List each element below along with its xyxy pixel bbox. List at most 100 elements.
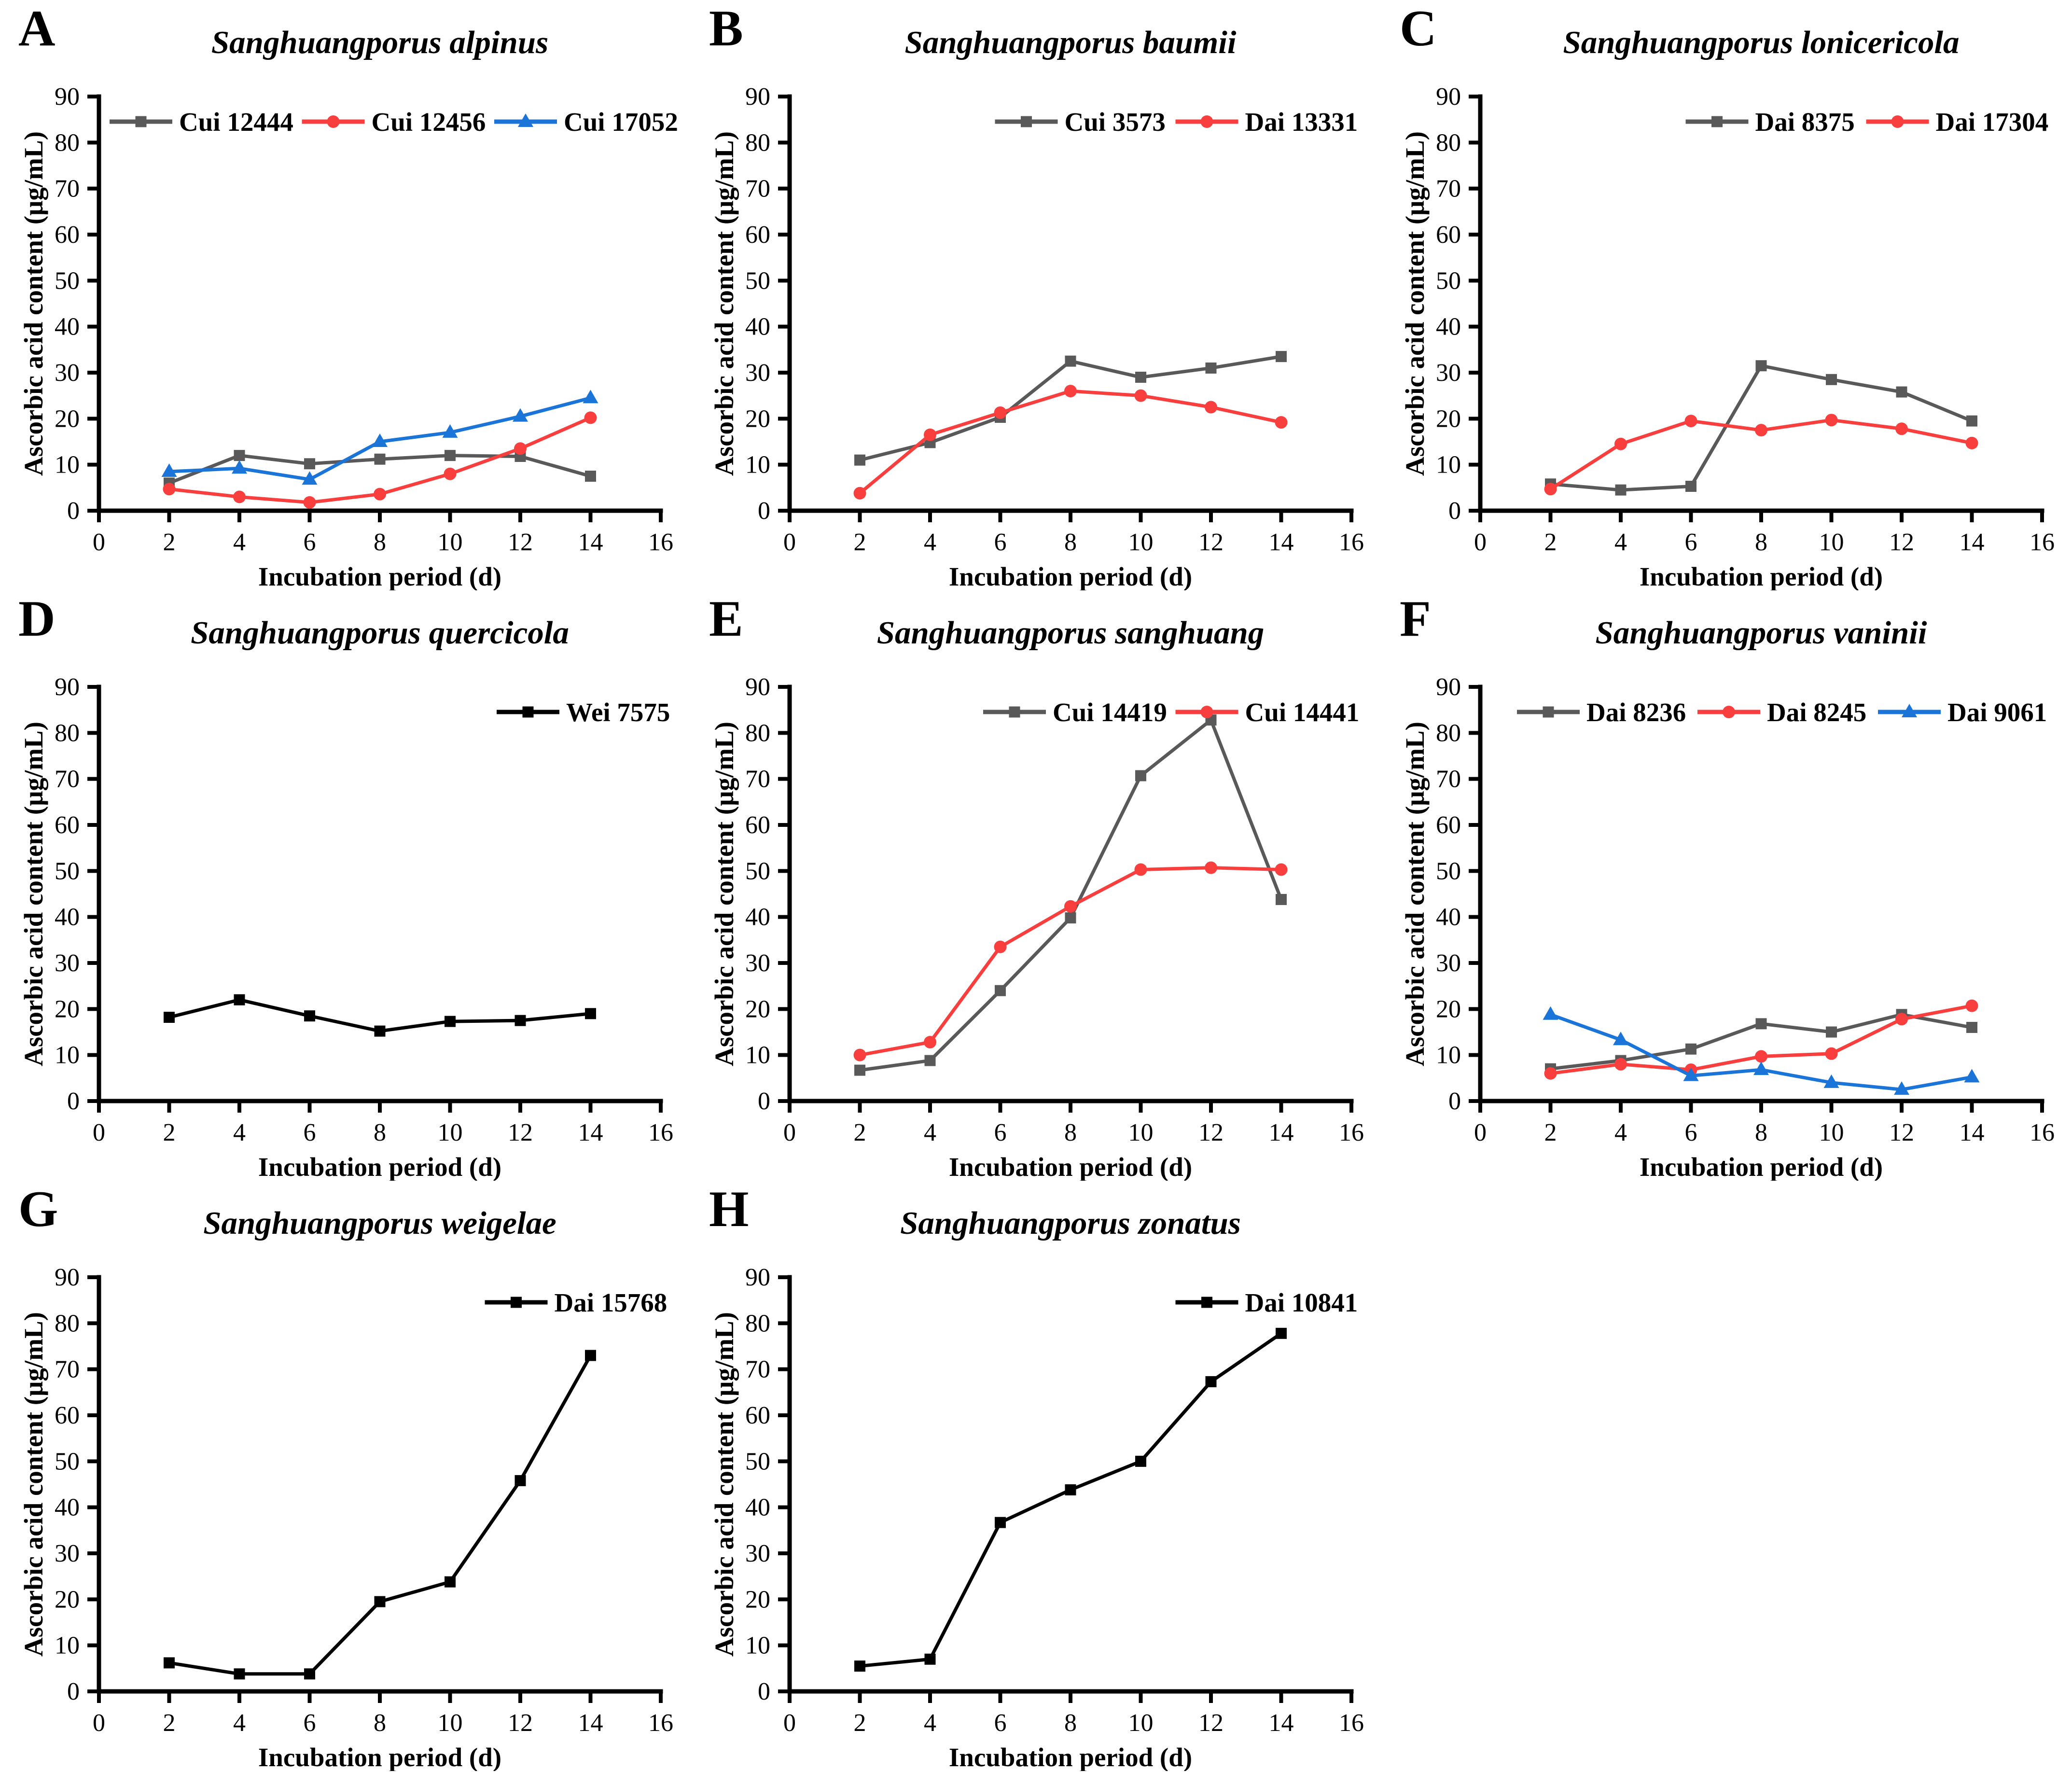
y-tick-label: 20 xyxy=(1436,995,1461,1023)
x-tick-label: 12 xyxy=(1889,1119,1914,1146)
axes xyxy=(787,684,1354,1103)
y-tick-label: 80 xyxy=(745,1310,770,1337)
data-point xyxy=(163,483,176,496)
x-tick-label: 2 xyxy=(163,1709,176,1737)
x-tick-label: 10 xyxy=(1128,529,1154,556)
panel-letter-E: E xyxy=(709,590,743,647)
data-point xyxy=(514,442,527,455)
x-tick-label: 6 xyxy=(304,529,316,556)
y-tick-label: 20 xyxy=(55,405,80,433)
y-tick-label: 80 xyxy=(1436,129,1461,156)
y-tick-label: 30 xyxy=(745,949,770,977)
x-axis-label: Incubation period (d) xyxy=(949,1743,1192,1771)
data-point xyxy=(374,453,386,465)
panel-G: G Sanghuangporus weigelae 0 10 20 30 40 50 60 7… xyxy=(0,1181,691,1772)
y-tick-label: 10 xyxy=(1436,451,1461,479)
panel-E: E Sanghuangporus sanghuang 0 10 20 30 40 50 60… xyxy=(691,590,1381,1181)
x-tick-label: 4 xyxy=(233,529,246,556)
legend-marker xyxy=(1543,706,1554,718)
panel-title-A: Sanghuangporus alpinus xyxy=(211,25,549,60)
data-point xyxy=(445,450,456,461)
panel-C: C Sanghuangporus lonicericola 0 10 20 30 40 5… xyxy=(1381,0,2072,591)
panel-H: H Sanghuangporus zonatus 0 10 20 30 40 50 60 70… xyxy=(691,1181,1381,1772)
data-point xyxy=(1823,1074,1839,1088)
legend-marker xyxy=(518,113,533,127)
data-point xyxy=(1966,415,1977,427)
y-tick-label: 40 xyxy=(55,313,80,341)
panel-D: D Sanghuangporus quercicola 0 10 20 30 40 50 6… xyxy=(0,590,691,1181)
legend-label: Dai 17304 xyxy=(1936,107,2049,137)
data-point xyxy=(1966,1021,1977,1033)
x-tick-label: 0 xyxy=(1474,529,1487,556)
panel-title-D: Sanghuangporus quercicola xyxy=(191,615,569,651)
x-tick-label: 10 xyxy=(1819,1119,1844,1146)
y-tick-label: 0 xyxy=(758,1088,770,1115)
legend-label: Cui 14441 xyxy=(1245,698,1360,727)
legend-marker xyxy=(1021,116,1032,127)
line-chart-E: 0 10 20 30 40 50 60 70 80 90 0 2 4 6 8 10 12 14 16 Ascorbic… xyxy=(709,673,1364,1181)
x-tick-label: 12 xyxy=(1198,1709,1224,1737)
series-line xyxy=(860,1332,1282,1668)
legend-label: Dai 9061 xyxy=(1947,698,2047,727)
panel-title-H: Sanghuangporus zonatus xyxy=(900,1205,1241,1241)
x-tick-label: 4 xyxy=(924,1709,936,1737)
data-point xyxy=(515,1015,526,1026)
y-tick-label: 90 xyxy=(745,83,770,111)
data-point xyxy=(1543,1006,1558,1020)
data-point xyxy=(1825,1047,1838,1060)
y-tick-label: 0 xyxy=(67,1088,80,1115)
y-tick-label: 90 xyxy=(1436,83,1461,111)
data-point xyxy=(1614,437,1627,450)
line-chart-F: 0 10 20 30 40 50 60 70 80 90 0 2 4 6 8 10 12 14 16 Ascorbic… xyxy=(1400,673,2055,1181)
x-tick-label: 10 xyxy=(1128,1119,1154,1146)
legend-label: Cui 14419 xyxy=(1053,698,1167,727)
x-tick-label: 16 xyxy=(1339,529,1364,556)
data-point xyxy=(995,1517,1006,1528)
y-tick-label: 50 xyxy=(1436,857,1461,885)
data-point xyxy=(1065,1484,1076,1495)
data-point xyxy=(853,1048,866,1061)
data-point xyxy=(1205,1376,1217,1387)
x-tick-label: 2 xyxy=(163,529,176,556)
x-axis-label: Incubation period (d) xyxy=(258,562,501,590)
y-axis-label: Ascorbic acid content (μg/mL) xyxy=(709,1312,739,1657)
data-point xyxy=(304,458,315,470)
y-tick-label: 70 xyxy=(745,766,770,793)
panel-A: A Sanghuangporus alpinus 0 10 20 30 40 50 60 70… xyxy=(0,0,691,591)
x-tick-label: 2 xyxy=(854,1119,866,1146)
x-tick-label: 2 xyxy=(854,1709,866,1737)
legend-marker xyxy=(1711,116,1723,127)
y-tick-label: 90 xyxy=(55,1264,80,1291)
x-tick-label: 0 xyxy=(783,1709,796,1737)
x-tick-label: 16 xyxy=(648,1709,673,1737)
y-tick-label: 70 xyxy=(745,1356,770,1383)
x-tick-label: 8 xyxy=(1064,529,1077,556)
line-chart-C: 0 10 20 30 40 50 60 70 80 90 0 2 4 6 8 10 12 14 16 Ascorbic… xyxy=(1400,83,2055,590)
data-point xyxy=(1134,389,1147,402)
x-tick-label: 6 xyxy=(994,1119,1007,1146)
data-point xyxy=(1205,401,1217,414)
y-tick-label: 10 xyxy=(745,451,770,479)
data-point xyxy=(372,433,388,447)
y-tick-label: 40 xyxy=(55,904,80,931)
data-point xyxy=(161,463,177,477)
line-chart-B: 0 10 20 30 40 50 60 70 80 90 0 2 4 6 8 10 12 14 16 Ascorbic… xyxy=(709,83,1364,590)
y-tick-label: 30 xyxy=(745,1540,770,1567)
y-tick-label: 20 xyxy=(745,1586,770,1613)
x-tick-label: 14 xyxy=(578,529,603,556)
x-tick-label: 2 xyxy=(1544,529,1557,556)
data-point xyxy=(1134,863,1147,876)
x-tick-label: 14 xyxy=(1269,1119,1294,1146)
y-tick-label: 60 xyxy=(55,221,80,249)
y-tick-label: 30 xyxy=(55,1540,80,1567)
data-point xyxy=(374,488,386,501)
x-tick-label: 8 xyxy=(1755,529,1767,556)
y-tick-label: 40 xyxy=(1436,313,1461,341)
legend-marker xyxy=(1891,115,1904,128)
data-point xyxy=(854,1660,865,1672)
x-tick-label: 0 xyxy=(1474,1119,1487,1146)
panel-title-B: Sanghuangporus baumii xyxy=(904,25,1237,60)
data-point xyxy=(584,411,597,424)
data-point xyxy=(1896,386,1907,398)
data-point xyxy=(444,467,457,480)
